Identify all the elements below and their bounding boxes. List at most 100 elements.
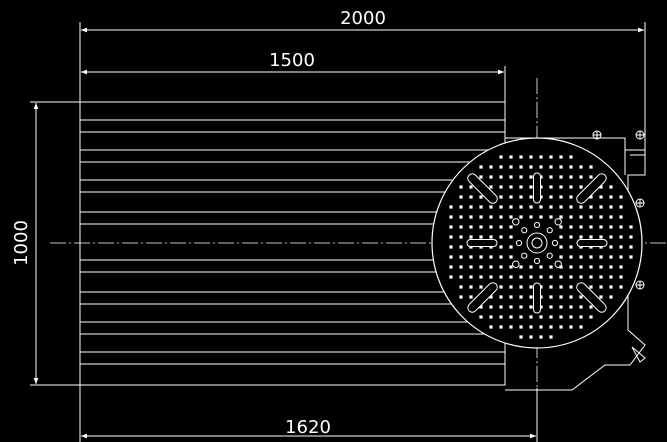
mounting-hole xyxy=(529,265,533,269)
mounting-hole xyxy=(569,165,573,169)
mounting-hole xyxy=(599,185,603,189)
mounting-hole xyxy=(519,315,523,319)
mounting-hole xyxy=(539,295,543,299)
mounting-hole xyxy=(589,195,593,199)
radial-slot xyxy=(466,239,498,247)
mounting-hole xyxy=(609,235,613,239)
mounting-hole xyxy=(599,285,603,289)
mounting-hole xyxy=(579,235,583,239)
mounting-bolt-1 xyxy=(592,130,602,140)
mounting-hole xyxy=(509,245,513,249)
mounting-hole xyxy=(499,315,503,319)
mounting-hole xyxy=(589,175,593,179)
mounting-hole xyxy=(469,195,473,199)
dim-label-1620: 1620 xyxy=(285,417,331,438)
mounting-hole xyxy=(609,295,613,299)
mounting-hole xyxy=(589,215,593,219)
mounting-hole xyxy=(539,265,543,269)
mounting-hole xyxy=(469,225,473,229)
mounting-hole-grid xyxy=(449,155,633,339)
radial-slots xyxy=(466,172,608,314)
mounting-hole xyxy=(509,305,513,309)
mounting-hole xyxy=(489,325,493,329)
mounting-hole xyxy=(629,255,633,259)
mounting-hole xyxy=(509,265,513,269)
mounting-hole xyxy=(469,295,473,299)
mounting-hole xyxy=(459,255,463,259)
mounting-hole xyxy=(449,215,453,219)
mounting-hole xyxy=(499,295,503,299)
mounting-hole xyxy=(559,265,563,269)
mounting-hole xyxy=(449,265,453,269)
mounting-hole xyxy=(609,215,613,219)
mounting-hole xyxy=(579,265,583,269)
mounting-hole xyxy=(549,335,553,339)
mounting-hole xyxy=(559,235,563,239)
mounting-hole xyxy=(519,275,523,279)
center-bolt-circle xyxy=(512,218,562,268)
mounting-hole xyxy=(479,215,483,219)
mounting-hole xyxy=(479,195,483,199)
radial-slot xyxy=(576,239,608,247)
mounting-hole xyxy=(509,235,513,239)
mounting-bolt-3 xyxy=(635,198,645,208)
radial-slot xyxy=(467,173,498,204)
mounting-hole xyxy=(549,275,553,279)
mounting-hole xyxy=(569,225,573,229)
mounting-hole xyxy=(519,165,523,169)
mounting-hole xyxy=(479,275,483,279)
mounting-hole xyxy=(449,245,453,249)
mounting-hole xyxy=(579,175,583,179)
mounting-hole xyxy=(579,275,583,279)
mounting-hole xyxy=(489,225,493,229)
mounting-hole xyxy=(459,285,463,289)
mounting-hole xyxy=(629,245,633,249)
mounting-hole xyxy=(529,205,533,209)
mounting-hole xyxy=(549,265,553,269)
mounting-hole xyxy=(479,315,483,319)
mounting-hole xyxy=(459,215,463,219)
mounting-hole xyxy=(529,335,533,339)
mounting-hole xyxy=(559,155,563,159)
mounting-hole xyxy=(479,255,483,259)
mounting-hole xyxy=(549,315,553,319)
mounting-hole xyxy=(559,325,563,329)
mounting-hole xyxy=(479,225,483,229)
mounting-hole xyxy=(479,305,483,309)
mounting-hole xyxy=(599,215,603,219)
mounting-hole xyxy=(569,245,573,249)
mounting-hole xyxy=(459,275,463,279)
mounting-hole xyxy=(449,275,453,279)
radial-slot xyxy=(576,282,607,313)
mounting-hole xyxy=(569,205,573,209)
mounting-hole xyxy=(499,205,503,209)
mounting-hole xyxy=(559,285,563,289)
mounting-hole xyxy=(459,185,463,189)
mounting-hole xyxy=(609,185,613,189)
mounting-hole xyxy=(559,205,563,209)
mounting-hole xyxy=(489,265,493,269)
mounting-hole xyxy=(609,265,613,269)
mounting-hole xyxy=(579,295,583,299)
mounting-hole xyxy=(529,275,533,279)
mounting-hole xyxy=(509,185,513,189)
mounting-hole xyxy=(589,275,593,279)
mounting-hole xyxy=(549,175,553,179)
mounting-hole xyxy=(509,315,513,319)
mounting-hole xyxy=(519,335,523,339)
mounting-hole xyxy=(559,305,563,309)
mounting-hole xyxy=(459,195,463,199)
mounting-hole xyxy=(529,155,533,159)
mounting-hole xyxy=(499,185,503,189)
mounting-hole xyxy=(519,185,523,189)
rotary-disc xyxy=(431,137,643,349)
bolt-hole-outer xyxy=(554,260,562,268)
mounting-hole xyxy=(489,295,493,299)
mounting-hole xyxy=(549,155,553,159)
mounting-hole xyxy=(579,315,583,319)
mounting-hole xyxy=(449,205,453,209)
mounting-hole xyxy=(569,255,573,259)
mounting-hole xyxy=(509,275,513,279)
mounting-hole xyxy=(569,235,573,239)
dim-label-1000: 1000 xyxy=(11,220,32,266)
